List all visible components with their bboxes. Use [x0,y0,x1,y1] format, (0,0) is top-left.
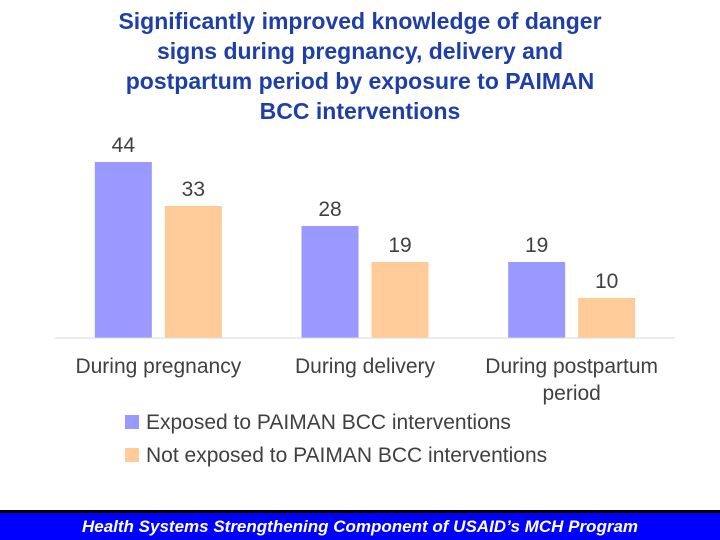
category-label-2: During postpartum period [485,355,658,405]
category-label-0: During pregnancy [75,355,241,378]
bar-chart: 44 33 28 19 19 10 During pregnancy During deli… [55,134,675,467]
legend-label-0: Exposed to PAIMAN BCC interventions [146,411,511,434]
bar-exposed-2 [508,262,566,338]
data-label: 28 [318,198,341,221]
footer-banner: Health Systems Strengthening Component o… [0,510,720,540]
data-label: 19 [388,234,411,257]
data-label: 33 [182,178,205,201]
bar-exposed-1 [301,226,359,338]
slide-title: Significantly improved knowledge of dang… [30,6,690,126]
bar-exposed-0 [94,162,152,338]
legend: Exposed to PAIMAN BCC interventions Not e… [125,411,547,467]
category-labels: During pregnancy During delivery During po… [75,355,658,405]
bar-not-exposed-1 [371,262,429,338]
title-line: signs during pregnancy, delivery and [156,38,563,64]
labels-layer: 44 33 28 19 19 10 [112,134,619,293]
bars-layer [94,162,636,338]
bar-not-exposed-0 [164,206,222,338]
legend-swatch-0 [125,415,139,429]
data-label: 10 [595,270,618,293]
title-line: postpartum period by exposure to PAIMAN [125,68,595,94]
legend-swatch-1 [125,448,139,462]
legend-label-1: Not exposed to PAIMAN BCC interventions [146,444,547,467]
category-label-1: During delivery [295,355,436,378]
title-line: BCC interventions [259,98,461,124]
data-label: 44 [112,134,136,157]
title-line: Significantly improved knowledge of dang… [118,8,602,34]
bar-not-exposed-2 [578,298,636,338]
data-label: 19 [525,234,548,257]
